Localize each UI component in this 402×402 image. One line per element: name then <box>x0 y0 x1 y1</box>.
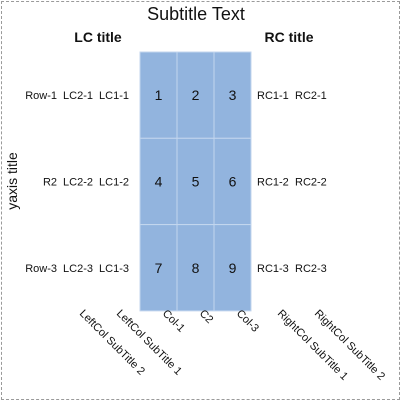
column-label: Col-3 <box>234 308 261 335</box>
right-subtitle: RightCol SubTitle 2 <box>312 308 387 383</box>
cell-value: 3 <box>229 87 237 103</box>
right-col1-label: RC1-2 <box>257 176 289 188</box>
right-col2-label: RC2-2 <box>295 176 327 188</box>
cell-value: 5 <box>192 173 200 189</box>
chart-title: Subtitle Text <box>147 4 245 24</box>
left-col2-label: LC2-1 <box>63 90 93 102</box>
right-column-header: RC title <box>265 29 314 45</box>
left-subtitle: LeftCol SubTitle 2 <box>77 308 147 378</box>
cell-value: 7 <box>155 260 163 276</box>
left-col1-label: LC1-2 <box>99 176 129 188</box>
row-label: Row-3 <box>25 263 57 275</box>
left-col2-label: LC2-2 <box>63 176 93 188</box>
left-col1-label: LC1-3 <box>99 263 129 275</box>
cell-value: 6 <box>229 173 237 189</box>
right-col2-label: RC2-3 <box>295 263 327 275</box>
cell-value: 9 <box>229 260 237 276</box>
right-col1-label: RC1-1 <box>257 90 289 102</box>
row-label: Row-1 <box>25 90 57 102</box>
cell-value: 2 <box>192 87 200 103</box>
cell-value: 8 <box>192 260 200 276</box>
right-col2-label: RC2-1 <box>295 90 327 102</box>
right-subtitle: RightCol SubTitle 1 <box>275 308 350 383</box>
left-col1-label: LC1-1 <box>99 90 129 102</box>
row-label: R2 <box>43 176 57 188</box>
right-col1-label: RC1-3 <box>257 263 289 275</box>
column-label: Col-1 <box>160 308 187 335</box>
left-col2-label: LC2-3 <box>63 263 93 275</box>
cell-value: 4 <box>155 173 163 189</box>
cell-value: 1 <box>155 87 163 103</box>
y-axis-title: yaxis title <box>4 152 20 210</box>
left-column-header: LC title <box>74 29 122 45</box>
